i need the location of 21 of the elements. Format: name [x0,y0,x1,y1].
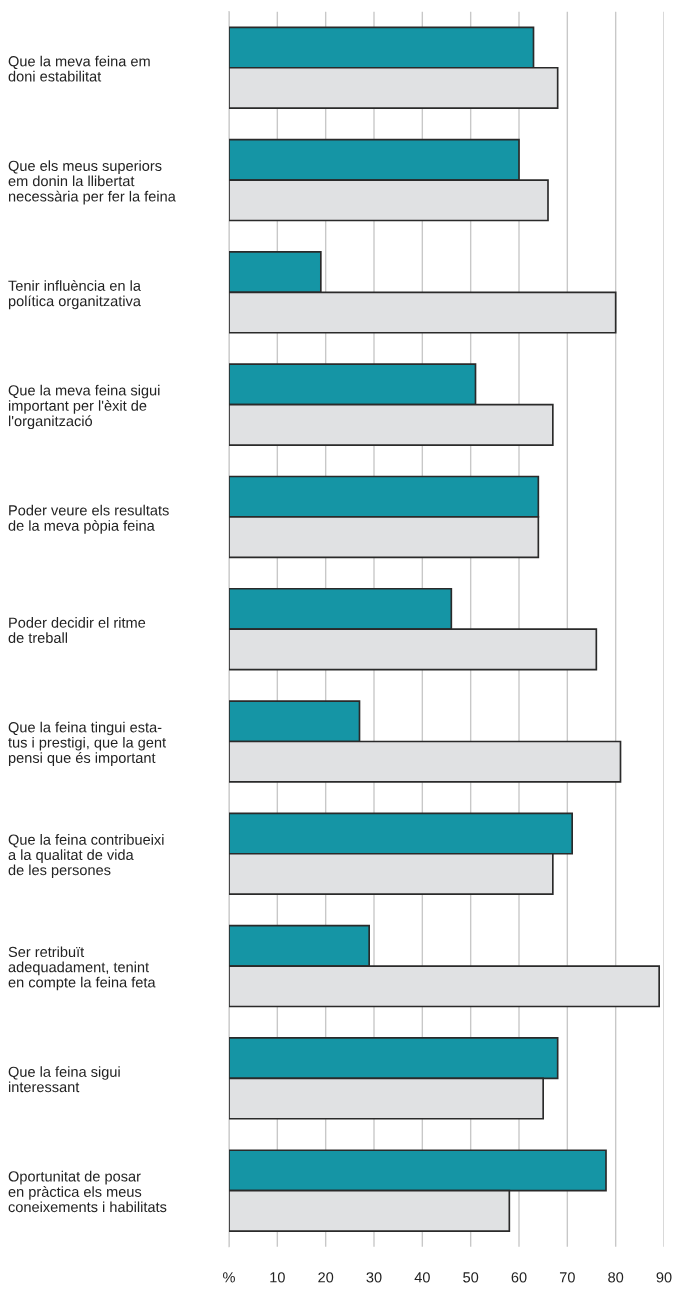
x-tick-label: 80 [608,1272,624,1283]
x-tick-label: 10 [270,1272,285,1283]
y-tick-label: Tenir influència en la política organitzativa [8,280,141,310]
x-tick-label: 30 [366,1272,382,1283]
x-tick-label: % [223,1272,235,1283]
y-tick-label: Que la feina contribueixi a la qualitat de vida de les persones [8,834,164,879]
y-tick-label: Que la feina sigui interessant [8,1066,120,1093]
x-tick-label: 40 [414,1272,430,1283]
y-tick-label: Que la meva feina sigui important per l'èxit de l'organització [8,384,160,430]
y-tick-label: Que la meva feina em doni estabilitat [8,55,150,82]
y-tick-label: Oportunitat de posar en pràctica els meus coneixements i habilitats [8,1170,167,1213]
x-tick-label: 90 [656,1272,672,1283]
x-tick-label: 20 [318,1272,334,1283]
y-tick-label: Que la feina tingui esta- tus i prestigi, que la gent pensi que és important [8,721,166,766]
y-tick-label: Que els meus superiors em donin la llibertat necessària per fer la feina [8,160,176,205]
y-tick-label: Poder veure els resultats de la meva pòpia feina [8,504,169,534]
x-tick-label: 60 [511,1272,527,1283]
y-tick-label: Ser retribuït adequadament, tenint en compte la feina feta [8,946,156,991]
y-tick-label: Poder decidir el ritme de treball [8,617,146,644]
x-tick-label: 70 [559,1272,575,1283]
x-tick-label: 50 [463,1272,479,1283]
